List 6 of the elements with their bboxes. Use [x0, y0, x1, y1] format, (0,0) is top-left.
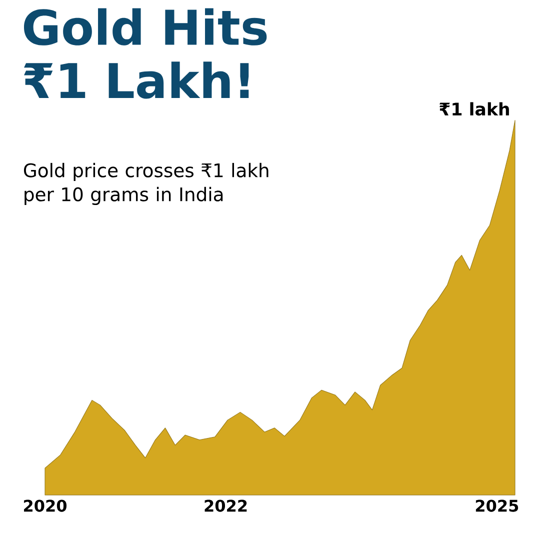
text: Gold price crosses ₹1 lakh per 10 grams in India [24, 162, 268, 205]
x-tick-label: 2025 [476, 500, 518, 512]
chart-title: Gold Hits ₹1 Lakh! [24, 8, 267, 99]
annotation: ₹1 lakh [440, 102, 509, 116]
x-tick-label: 2022 [204, 500, 247, 512]
x-tick-label: 2020 [24, 500, 67, 512]
